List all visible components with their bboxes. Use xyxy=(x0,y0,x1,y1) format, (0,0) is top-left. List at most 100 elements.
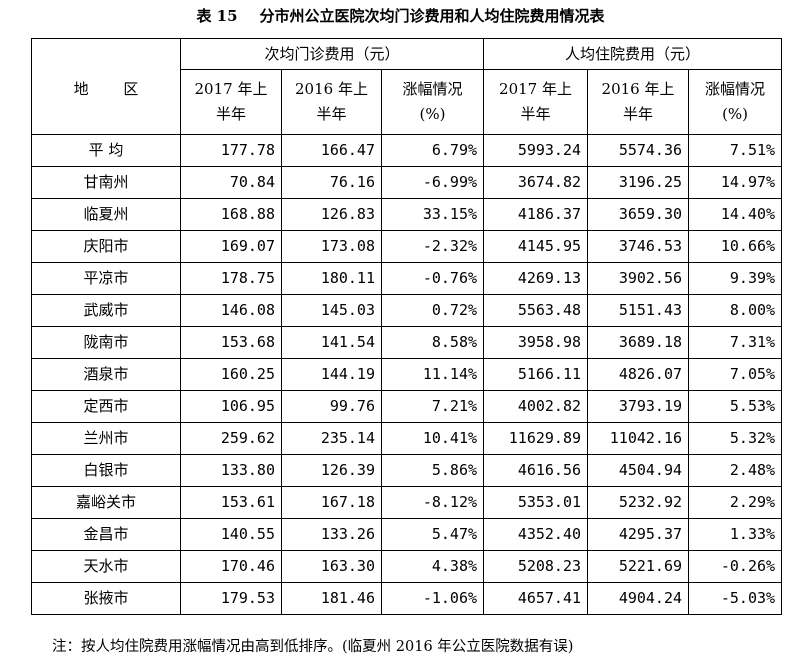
region-cell: 张掖市 xyxy=(31,582,181,615)
region-header: 地 区 xyxy=(31,38,181,135)
value-cell-op2016: 126.83 xyxy=(281,198,382,231)
value-cell-ip2016: 3196.25 xyxy=(587,166,690,199)
value-cell-opchg: 10.41% xyxy=(380,422,485,455)
value-cell-op2017: 153.61 xyxy=(180,486,282,519)
value-cell-op2016: 181.46 xyxy=(281,582,382,615)
value-cell-ip2016: 4826.07 xyxy=(587,358,690,391)
value-cell-ip2017: 5993.24 xyxy=(483,134,589,167)
ip-change-header: 涨幅情况 (%) xyxy=(688,69,783,135)
value-cell-ip2017: 4657.41 xyxy=(483,582,589,615)
value-cell-ip2016: 5151.43 xyxy=(587,294,690,327)
value-cell-ipchg: -0.26% xyxy=(688,550,783,583)
value-cell-ipchg: 10.66% xyxy=(688,230,783,263)
value-cell-op2017: 259.62 xyxy=(180,422,282,455)
value-cell-opchg: 5.47% xyxy=(380,518,485,551)
region-cell: 酒泉市 xyxy=(31,358,181,391)
value-cell-ipchg: 7.31% xyxy=(688,326,783,359)
value-cell-ip2016: 3746.53 xyxy=(587,230,690,263)
value-cell-op2017: 106.95 xyxy=(180,390,282,423)
value-cell-ip2016: 4504.94 xyxy=(587,454,690,487)
ip-2016-header: 2016 年上 半年 xyxy=(587,69,690,135)
value-cell-op2017: 179.53 xyxy=(180,582,282,615)
value-cell-op2017: 160.25 xyxy=(180,358,282,391)
value-cell-ipchg: 8.00% xyxy=(688,294,783,327)
value-cell-opchg: 5.86% xyxy=(380,454,485,487)
table-row: 临夏州 168.88 126.83 33.15% 4186.37 3659.30 14.40… xyxy=(31,198,783,231)
value-cell-op2016: 133.26 xyxy=(281,518,382,551)
value-cell-op2016: 166.47 xyxy=(281,134,382,167)
table-body: 平 均 177.78 166.47 6.79% 5993.24 5574.36 7.51% 甘… xyxy=(31,134,783,615)
table-row: 武威市 146.08 145.03 0.72% 5563.48 5151.43 8.00% xyxy=(31,294,783,327)
region-cell: 天水市 xyxy=(31,550,181,583)
value-cell-op2017: 170.46 xyxy=(180,550,282,583)
value-cell-ipchg: 5.32% xyxy=(688,422,783,455)
value-cell-opchg: -0.76% xyxy=(380,262,485,295)
value-cell-op2016: 180.11 xyxy=(281,262,382,295)
value-cell-ip2016: 5221.69 xyxy=(587,550,690,583)
value-cell-op2017: 146.08 xyxy=(180,294,282,327)
value-cell-op2016: 126.39 xyxy=(281,454,382,487)
value-cell-ipchg: -5.03% xyxy=(688,582,783,615)
value-cell-op2016: 99.76 xyxy=(281,390,382,423)
value-cell-ip2016: 4904.24 xyxy=(587,582,690,615)
value-cell-op2017: 153.68 xyxy=(180,326,282,359)
value-cell-ip2016: 11042.16 xyxy=(587,422,690,455)
value-cell-ip2017: 11629.89 xyxy=(483,422,589,455)
region-cell: 定西市 xyxy=(31,390,181,423)
value-cell-op2016: 235.14 xyxy=(281,422,382,455)
value-cell-ipchg: 7.05% xyxy=(688,358,783,391)
value-cell-ip2016: 3902.56 xyxy=(587,262,690,295)
value-cell-op2016: 167.18 xyxy=(281,486,382,519)
table-row: 金昌市 140.55 133.26 5.47% 4352.40 4295.37 1.33% xyxy=(31,518,783,551)
value-cell-ip2017: 5166.11 xyxy=(483,358,589,391)
value-cell-opchg: 8.58% xyxy=(380,326,485,359)
region-cell: 金昌市 xyxy=(31,518,181,551)
region-cell: 平 均 xyxy=(31,134,181,167)
value-cell-ip2017: 5208.23 xyxy=(483,550,589,583)
region-cell: 临夏州 xyxy=(31,198,181,231)
value-cell-op2017: 133.80 xyxy=(180,454,282,487)
value-cell-ipchg: 7.51% xyxy=(688,134,783,167)
value-cell-ip2016: 3659.30 xyxy=(587,198,690,231)
value-cell-ip2016: 5232.92 xyxy=(587,486,690,519)
table-row: 陇南市 153.68 141.54 8.58% 3958.98 3689.18 7.31% xyxy=(31,326,783,359)
value-cell-opchg: -8.12% xyxy=(380,486,485,519)
header-row-group: 地 区 次均门诊费用（元） 人均住院费用（元） xyxy=(31,38,783,135)
region-cell: 平凉市 xyxy=(31,262,181,295)
table-row: 兰州市 259.62 235.14 10.41% 11629.89 11042.16 5.3… xyxy=(31,422,783,455)
value-cell-ipchg: 2.48% xyxy=(688,454,783,487)
table-row: 嘉峪关市 153.61 167.18 -8.12% 5353.01 5232.92 2.29… xyxy=(31,486,783,519)
value-cell-opchg: 11.14% xyxy=(380,358,485,391)
region-cell: 武威市 xyxy=(31,294,181,327)
footnote: 注：按人均住院费用涨幅情况由高到低排序。(临夏州 2016 年公立医院数据有误) xyxy=(52,639,574,655)
region-cell: 甘南州 xyxy=(31,166,181,199)
value-cell-op2016: 76.16 xyxy=(281,166,382,199)
table-number: 表 15 xyxy=(196,7,238,25)
value-cell-ip2016: 3689.18 xyxy=(587,326,690,359)
value-cell-ip2017: 3958.98 xyxy=(483,326,589,359)
region-cell: 庆阳市 xyxy=(31,230,181,263)
value-cell-op2017: 178.75 xyxy=(180,262,282,295)
cost-table: 地 区 次均门诊费用（元） 人均住院费用（元） 2017 年上 半年 2016 年… xyxy=(31,38,783,615)
op-2017-header: 2017 年上 半年 xyxy=(180,69,282,135)
table-row: 庆阳市 169.07 173.08 -2.32% 4145.95 3746.53 10.66… xyxy=(31,230,783,263)
region-cell: 白银市 xyxy=(31,454,181,487)
ip-2017-header: 2017 年上 半年 xyxy=(483,69,589,135)
table-title-text: 分市州公立医院次均门诊费用和人均住院费用情况表 xyxy=(259,7,605,25)
value-cell-op2017: 177.78 xyxy=(180,134,282,167)
table-row: 定西市 106.95 99.76 7.21% 4002.82 3793.19 5.53% xyxy=(31,390,783,423)
table-row: 白银市 133.80 126.39 5.86% 4616.56 4504.94 2.48% xyxy=(31,454,783,487)
table-row: 张掖市 179.53 181.46 -1.06% 4657.41 4904.24 -5.03… xyxy=(31,582,783,615)
region-cell: 陇南市 xyxy=(31,326,181,359)
region-cell: 嘉峪关市 xyxy=(31,486,181,519)
value-cell-ip2017: 5353.01 xyxy=(483,486,589,519)
value-cell-opchg: 7.21% xyxy=(380,390,485,423)
value-cell-ipchg: 1.33% xyxy=(688,518,783,551)
table-row: 天水市 170.46 163.30 4.38% 5208.23 5221.69 -0.26% xyxy=(31,550,783,583)
value-cell-opchg: -6.99% xyxy=(380,166,485,199)
value-cell-op2017: 168.88 xyxy=(180,198,282,231)
value-cell-op2017: 70.84 xyxy=(180,166,282,199)
value-cell-ip2017: 4145.95 xyxy=(483,230,589,263)
value-cell-ip2017: 4186.37 xyxy=(483,198,589,231)
value-cell-opchg: 4.38% xyxy=(380,550,485,583)
